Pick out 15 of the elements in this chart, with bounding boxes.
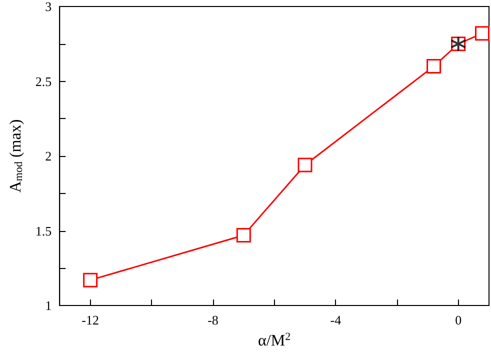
y-tick-label: 3 xyxy=(45,0,52,14)
x-tick-label: -4 xyxy=(330,312,342,328)
y-tick-label: 1 xyxy=(45,298,52,313)
x-tick-label: 0 xyxy=(455,312,462,328)
point xyxy=(83,272,98,288)
y-axis-title: Amod (max) xyxy=(8,119,25,193)
y-tick-label: 1.5 xyxy=(35,223,52,238)
x-tick-label: -8 xyxy=(208,312,218,328)
point xyxy=(475,26,490,41)
y-tick-label: 2 xyxy=(45,148,52,164)
point xyxy=(426,59,442,74)
point xyxy=(298,158,312,172)
point xyxy=(236,228,251,242)
y-tick-label: 2.5 xyxy=(35,74,52,89)
x-tick-label: -12 xyxy=(82,312,99,328)
